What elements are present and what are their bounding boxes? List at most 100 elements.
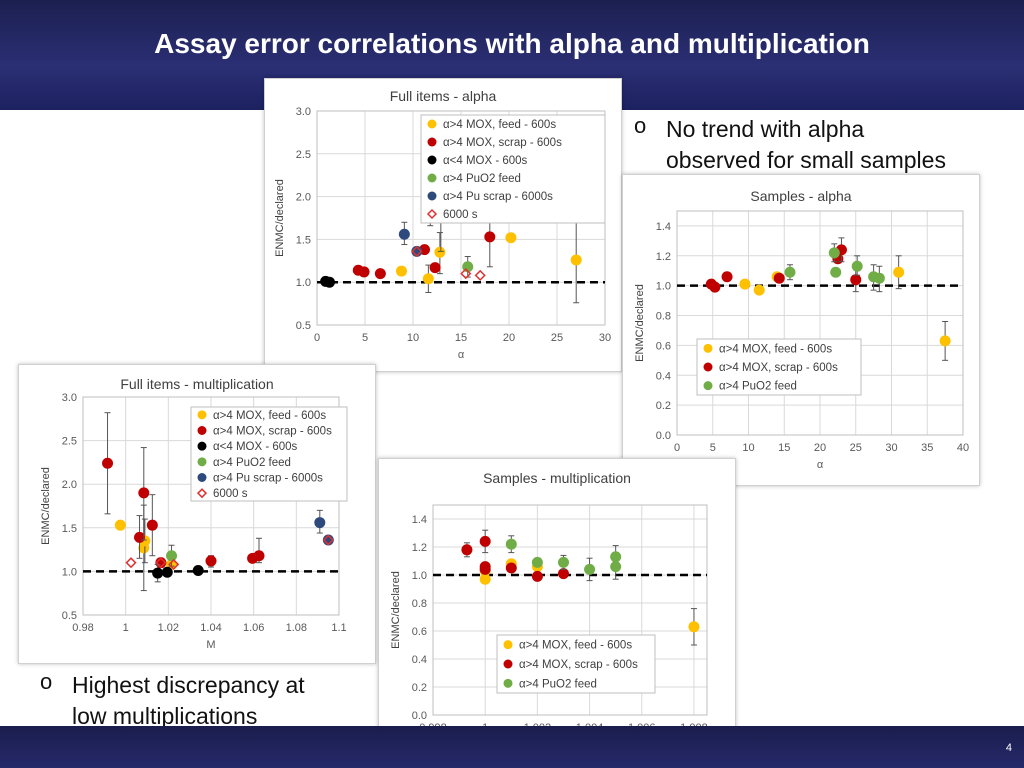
legend-label: 6000 s bbox=[443, 209, 478, 221]
legend-label: α<4 MOX - 600s bbox=[213, 441, 298, 453]
data-point bbox=[102, 457, 114, 469]
chart-title: Samples - alpha bbox=[750, 188, 851, 204]
chart-panel-samples-multiplication: Samples - multiplication0.99811.0021.004… bbox=[378, 458, 736, 762]
plot-area bbox=[82, 396, 340, 616]
data-point bbox=[358, 266, 370, 278]
data-point bbox=[427, 155, 437, 165]
data-point bbox=[505, 562, 517, 574]
y-tick-label: 1.0 bbox=[656, 281, 671, 293]
x-tick-label: 1.06 bbox=[243, 622, 264, 634]
legend-label: α>4 MOX, feed - 600s bbox=[443, 119, 556, 131]
page-number: 4 bbox=[1005, 742, 1012, 754]
legend-label: α>4 MOX, feed - 600s bbox=[519, 640, 632, 652]
x-tick-label: 0 bbox=[314, 332, 320, 344]
data-point bbox=[503, 659, 513, 669]
data-point bbox=[531, 570, 543, 582]
legend-item: α>4 MOX, scrap - 600s bbox=[503, 659, 638, 671]
legend-label: α>4 PuO2 feed bbox=[519, 678, 597, 690]
slide-title: Assay error correlations with alpha and … bbox=[154, 28, 870, 59]
y-axis-label: ENMC/declared bbox=[390, 571, 402, 649]
x-tick-label: 1.1 bbox=[331, 622, 346, 634]
footer-band bbox=[0, 726, 1024, 768]
x-tick-label: 1.04 bbox=[200, 622, 221, 634]
data-point bbox=[146, 519, 158, 531]
x-tick-label: 15 bbox=[778, 442, 790, 454]
data-point bbox=[893, 266, 905, 278]
legend-box bbox=[190, 406, 348, 502]
chart-full-multiplication: Full items - multiplication 0.98 1 1.02 1.04… bbox=[40, 376, 348, 651]
legend-item: α>4 MOX, scrap - 600s bbox=[427, 137, 562, 149]
bullet-line: Highest discrepancy at bbox=[72, 672, 305, 698]
y-tick-label: 0.5 bbox=[62, 610, 77, 622]
y-tick-label: 2.5 bbox=[62, 436, 77, 448]
y-tick-label: 1.5 bbox=[62, 523, 77, 535]
x-tick-label: 20 bbox=[503, 332, 515, 344]
x-tick-label: 40 bbox=[957, 442, 969, 454]
data-point bbox=[429, 262, 441, 274]
data-point bbox=[828, 247, 840, 259]
x-tick-label: 20 bbox=[814, 442, 826, 454]
series bbox=[125, 534, 334, 570]
x-tick-label: 5 bbox=[710, 442, 716, 454]
data-point bbox=[503, 640, 513, 650]
data-point bbox=[197, 410, 207, 420]
x-tick-label: 30 bbox=[599, 332, 611, 344]
data-point bbox=[784, 266, 796, 278]
legend-label: α>4 MOX, scrap - 600s bbox=[443, 137, 562, 149]
legend-label: α>4 MOX, scrap - 600s bbox=[213, 426, 332, 438]
data-point bbox=[166, 550, 178, 562]
chart-samples-multiplication: Samples - multiplication0.99811.0021.004… bbox=[390, 470, 708, 751]
data-point bbox=[505, 232, 517, 244]
legend-label: α>4 Pu scrap - 6000s bbox=[443, 191, 553, 203]
y-tick-label: 1.0 bbox=[296, 277, 311, 289]
y-tick-label: 0.4 bbox=[656, 370, 671, 382]
data-point-diamond bbox=[474, 269, 486, 281]
data-point bbox=[434, 246, 446, 258]
data-point bbox=[395, 265, 407, 277]
data-point bbox=[197, 426, 207, 435]
x-axis-label: α bbox=[817, 459, 824, 471]
x-tick-label: 0.98 bbox=[72, 622, 93, 634]
data-point bbox=[161, 566, 173, 578]
chart-title: Full items - multiplication bbox=[120, 376, 273, 392]
legend-item: 6000 s bbox=[426, 208, 478, 221]
x-tick-label: 1.08 bbox=[286, 622, 307, 634]
data-point bbox=[374, 268, 386, 280]
data-point bbox=[427, 191, 437, 201]
series bbox=[395, 217, 582, 304]
y-tick-label: 2.5 bbox=[296, 149, 311, 161]
chart-legend: α>4 MOX, feed - 600s α>4 MOX, scrap - 600… bbox=[496, 634, 656, 694]
data-point bbox=[584, 563, 596, 575]
chart-legend: α>4 MOX, feed - 600s α>4 MOX, scrap - 600… bbox=[190, 406, 348, 502]
legend-label: α>4 MOX, feed - 600s bbox=[719, 343, 832, 355]
legend-item: α>4 PuO2 feed bbox=[503, 678, 597, 690]
y-tick-label: 3.0 bbox=[296, 106, 311, 118]
legend-label: 6000 s bbox=[213, 488, 248, 500]
y-tick-label: 0.6 bbox=[412, 626, 427, 638]
series bbox=[505, 535, 622, 582]
legend-item: α<4 MOX - 600s bbox=[197, 441, 298, 453]
chart-full-alpha: Full items - alpha 0 5 10 15 20 25 30 0.5 1.0 1.5 2… bbox=[274, 88, 611, 361]
data-point bbox=[557, 568, 569, 580]
data-point bbox=[253, 550, 265, 562]
data-point bbox=[427, 173, 437, 183]
legend-item: α>4 Pu scrap - 6000s bbox=[197, 473, 323, 485]
chart-samples-alpha: Samples - alpha 0 5 10 15 20 25 30 35 40 0.0 0.2 0.4… bbox=[634, 188, 969, 471]
data-point bbox=[314, 517, 326, 529]
legend-item: α>4 MOX, feed - 600s bbox=[503, 640, 632, 652]
legend-item: α>4 Pu scrap - 6000s bbox=[427, 191, 553, 203]
legend-item: α<4 MOX - 600s bbox=[427, 155, 528, 167]
x-tick-label: 0 bbox=[674, 442, 680, 454]
data-point bbox=[197, 473, 207, 482]
bullet-marker: o bbox=[634, 113, 647, 138]
data-point bbox=[531, 556, 543, 568]
data-point bbox=[610, 551, 622, 563]
data-point bbox=[427, 119, 437, 129]
legend-label: α>4 PuO2 feed bbox=[719, 381, 797, 393]
data-point bbox=[479, 535, 491, 547]
data-point bbox=[610, 561, 622, 573]
data-point bbox=[138, 487, 150, 499]
x-tick-label: 5 bbox=[362, 332, 368, 344]
data-point bbox=[773, 272, 785, 284]
data-point bbox=[479, 563, 491, 575]
